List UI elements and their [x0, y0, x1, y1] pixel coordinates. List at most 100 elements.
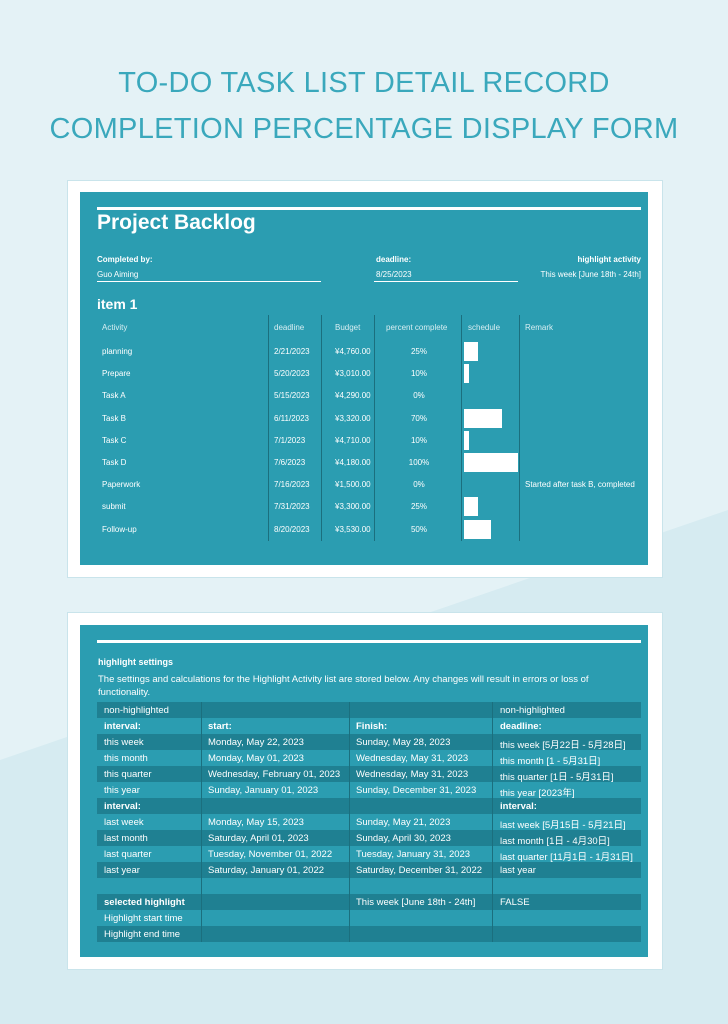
cell: last quarter [11月1日 - 1月31日]	[500, 852, 633, 863]
note: The settings and calculations for the Hi…	[98, 674, 589, 698]
cell: interval:	[104, 801, 141, 812]
cell: ¥4,760.00	[335, 347, 371, 356]
cell: Sunday, May 28, 2023	[356, 737, 451, 748]
cell: last year	[104, 865, 140, 876]
cell: 5/15/2023	[274, 391, 310, 401]
cell: Sunday, May 21, 2023	[356, 817, 451, 828]
cell: ¥4,180.00	[335, 458, 371, 467]
cell: 0%	[413, 391, 425, 401]
schedule-bar	[464, 497, 478, 517]
column-separator	[461, 315, 462, 541]
cell: Wednesday, February 01, 2023	[208, 769, 341, 780]
cell: ¥3,530.00	[335, 524, 371, 534]
cell: non-highlighted	[104, 705, 169, 716]
cell: 7/16/2023	[274, 480, 310, 490]
title-line: TO-DO TASK LIST DETAIL RECORD	[118, 67, 610, 99]
column-separator	[268, 315, 269, 541]
column-header: percent complete	[386, 323, 448, 332]
row-stripe	[97, 798, 641, 814]
cell: ¥4,290.00	[335, 391, 371, 401]
cell: Monday, May 15, 2023	[208, 817, 304, 828]
column-separator	[349, 702, 350, 942]
heading: highlight settings	[98, 657, 173, 667]
column-separator	[374, 315, 375, 541]
cell: planning	[102, 347, 133, 356]
cell: this month [1 - 5月31日]	[500, 756, 601, 767]
cell: last week	[104, 817, 144, 828]
column-header: Budget	[335, 323, 361, 332]
cell: last month [1日 - 4月30日]	[500, 836, 610, 847]
column-separator	[321, 315, 322, 541]
cell: FALSE	[500, 897, 530, 908]
row-stripe	[97, 862, 641, 878]
cell: Finish:	[356, 721, 388, 732]
cell: Highlight end time	[104, 929, 181, 940]
schedule-bar	[464, 364, 470, 384]
cell: ¥1,500.00	[335, 480, 371, 490]
label: Completed by:	[97, 255, 153, 264]
cell: 10%	[410, 435, 427, 445]
cell: ¥3,320.00	[335, 413, 371, 423]
cell: 100%	[408, 458, 430, 467]
cell: Task B	[102, 413, 127, 423]
cell: Wednesday, May 31, 2023	[356, 753, 469, 764]
underline	[97, 281, 321, 282]
cell: 70%	[410, 413, 427, 423]
cell: last week [5月15日 - 5月21日]	[500, 820, 626, 831]
cell: 5/20/2023	[274, 369, 310, 379]
cell: Tuesday, November 01, 2022	[208, 849, 333, 860]
cell: Task C	[102, 435, 127, 445]
cell: this week [5月22日 - 5月28日]	[500, 740, 626, 751]
cell: Task D	[102, 458, 127, 467]
cell: 7/1/2023	[274, 435, 306, 445]
cell: last month	[104, 833, 148, 844]
row-stripe	[97, 830, 641, 846]
cell: this year [2023年]	[500, 788, 575, 799]
cell: this quarter [1日 - 5月31日]	[500, 772, 614, 783]
row-stripe	[97, 926, 641, 942]
cell: 10%	[410, 369, 427, 379]
cell: Saturday, January 01, 2022	[208, 865, 325, 876]
column-header: Activity	[102, 323, 128, 332]
cell: ¥3,300.00	[335, 502, 371, 512]
value: 8/25/2023	[376, 270, 412, 279]
cell: Saturday, December 31, 2022	[356, 865, 483, 876]
column-header: deadline	[274, 323, 305, 332]
cell: Sunday, April 30, 2023	[356, 833, 451, 844]
cell: this year	[104, 785, 140, 796]
cell: 50%	[410, 524, 427, 534]
cell: This week [June 18th - 24th]	[356, 897, 476, 908]
cell: interval:	[104, 721, 141, 732]
label: deadline:	[376, 255, 412, 264]
cell: 6/11/2023	[274, 413, 309, 423]
schedule-bar	[464, 519, 491, 539]
settings-panel: highlight settings The settings and calc…	[80, 625, 648, 957]
title-line: COMPLETION PERCENTAGE DISPLAY FORM	[49, 113, 679, 145]
cell: interval:	[500, 801, 537, 812]
heading: Project Backlog	[97, 211, 256, 234]
backlog-panel: Project Backlog Completed by: Guo Aiming…	[80, 192, 648, 565]
underline	[374, 281, 518, 282]
cell: start:	[208, 721, 232, 732]
cell: Sunday, December 31, 2023	[356, 785, 477, 796]
cell: Saturday, April 01, 2023	[208, 833, 309, 844]
row-stripe	[97, 894, 641, 910]
cell: this quarter	[104, 769, 152, 780]
cell: 2/21/2023	[274, 347, 310, 356]
column-header: schedule	[468, 323, 501, 332]
column-header: Remark	[525, 323, 554, 332]
column-separator	[201, 702, 202, 942]
cell: Task A	[102, 391, 126, 401]
cell: non-highlighted	[500, 705, 565, 716]
rule	[97, 640, 641, 643]
value: This week [June 18th - 24th]	[540, 270, 642, 279]
cell: deadline:	[500, 721, 542, 732]
schedule-bar	[464, 453, 518, 472]
cell: last quarter	[104, 849, 152, 860]
cell: 7/31/2023	[274, 502, 310, 512]
cell: 7/6/2023	[274, 458, 306, 467]
rule	[97, 207, 641, 210]
cell: Highlight start time	[104, 913, 183, 924]
cell: Prepare	[102, 369, 131, 379]
